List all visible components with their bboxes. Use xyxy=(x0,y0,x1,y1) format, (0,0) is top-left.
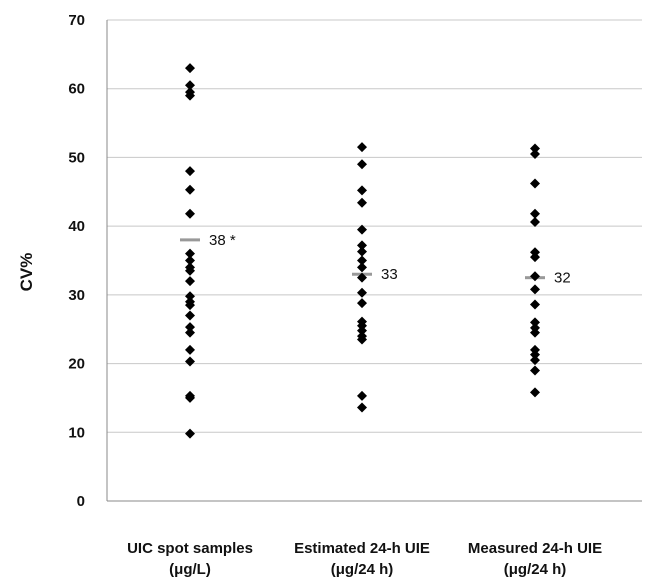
gridlines xyxy=(107,19,642,433)
data-point xyxy=(185,300,195,311)
data-point xyxy=(357,246,367,257)
y-tick-labels: 0 10 20 30 40 50 60 70 xyxy=(68,12,85,510)
data-point xyxy=(530,299,540,310)
median-label: 38 * xyxy=(209,232,236,249)
data-point xyxy=(185,291,195,302)
category-label: Estimated 24-h UIE xyxy=(294,540,430,557)
data-point xyxy=(185,208,195,219)
y-tick-label: 40 xyxy=(68,218,85,235)
median-markers: 38 * 33 32 xyxy=(180,232,571,287)
data-point xyxy=(357,390,367,401)
data-point xyxy=(357,298,367,309)
category-labels: UIC spot samples (μg/L) Estimated 24-h UIE… xyxy=(127,540,602,577)
data-point xyxy=(185,392,195,403)
data-point xyxy=(357,255,367,266)
data-point xyxy=(185,265,195,276)
data-point xyxy=(530,252,540,263)
data-point xyxy=(357,272,367,283)
data-point xyxy=(530,365,540,376)
data-point xyxy=(530,349,540,360)
data-point xyxy=(530,387,540,398)
data-point xyxy=(530,208,540,219)
data-point xyxy=(530,217,540,228)
data-points xyxy=(185,63,540,439)
data-point xyxy=(185,184,195,195)
data-point xyxy=(530,271,540,282)
y-tick-label: 50 xyxy=(68,149,85,166)
data-point xyxy=(357,240,367,251)
category-label: Measured 24-h UIE xyxy=(468,540,602,557)
data-point xyxy=(185,63,195,74)
y-tick-label: 70 xyxy=(68,12,85,29)
data-point xyxy=(185,166,195,177)
category-unit: (μg/L) xyxy=(169,561,211,577)
data-point xyxy=(185,80,195,91)
median-marker xyxy=(180,238,200,242)
data-point xyxy=(185,327,195,338)
data-point xyxy=(185,90,195,101)
category-label: UIC spot samples xyxy=(127,540,253,557)
data-point xyxy=(357,334,367,345)
y-tick-label: 60 xyxy=(68,81,85,98)
y-tick-label: 0 xyxy=(77,493,85,510)
data-point xyxy=(185,344,195,355)
data-point xyxy=(530,143,540,154)
y-tick-label: 10 xyxy=(68,424,85,441)
axes xyxy=(106,20,642,502)
data-point xyxy=(357,185,367,196)
median-label: 33 xyxy=(381,266,398,283)
data-point xyxy=(357,262,367,273)
data-point xyxy=(357,159,367,170)
category-unit: (μg/24 h) xyxy=(504,561,567,577)
data-point xyxy=(185,322,195,333)
data-point xyxy=(530,355,540,366)
data-point xyxy=(185,276,195,287)
data-point xyxy=(530,284,540,295)
data-point xyxy=(185,310,195,321)
y-tick-label: 20 xyxy=(68,356,85,373)
data-point xyxy=(185,248,195,259)
data-point xyxy=(357,197,367,208)
category-unit: (μg/24 h) xyxy=(331,561,394,577)
data-point xyxy=(185,356,195,367)
y-axis-label: CV% xyxy=(17,253,36,292)
median-label: 32 xyxy=(554,270,571,287)
data-point xyxy=(185,428,195,439)
data-point xyxy=(185,255,195,266)
y-tick-label: 30 xyxy=(68,287,85,304)
data-point xyxy=(530,317,540,328)
data-point xyxy=(357,142,367,153)
data-point xyxy=(357,287,367,298)
data-point xyxy=(357,325,367,336)
data-point xyxy=(357,402,367,413)
data-point xyxy=(530,148,540,159)
data-point xyxy=(357,224,367,235)
data-point xyxy=(530,178,540,189)
data-point xyxy=(530,327,540,338)
